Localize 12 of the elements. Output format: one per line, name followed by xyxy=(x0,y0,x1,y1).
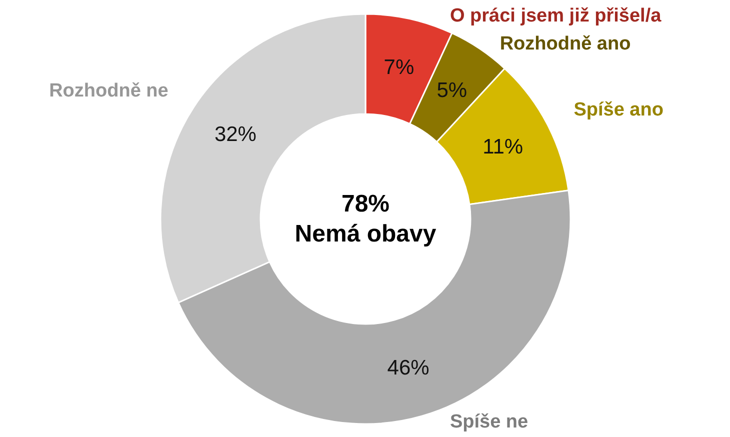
slice-label: Rozhodně ano xyxy=(500,34,631,54)
text: Nemá obavy xyxy=(294,220,437,248)
slice-label: O práci jsem již přišel/a xyxy=(450,6,662,26)
slice-label: Spíše ano xyxy=(574,100,664,121)
data-label: 46% xyxy=(387,356,430,380)
slice-label: Spíše ne xyxy=(450,412,528,432)
data-label: 5% xyxy=(436,78,468,102)
slice-label: Rozhodně ne xyxy=(49,80,168,102)
data-label: 11% xyxy=(482,136,524,159)
data-label: 7% xyxy=(384,56,414,80)
text: 78% xyxy=(341,190,390,218)
data-label: 32% xyxy=(214,123,256,146)
